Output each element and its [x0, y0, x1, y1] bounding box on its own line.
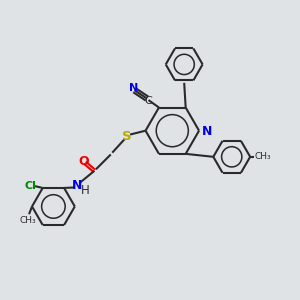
Text: N: N	[129, 83, 138, 93]
Text: CH₃: CH₃	[19, 216, 36, 225]
Text: N: N	[72, 178, 83, 192]
Text: CH₃: CH₃	[255, 152, 272, 161]
Text: O: O	[78, 155, 89, 168]
Text: N: N	[201, 125, 212, 138]
Text: H: H	[81, 184, 90, 197]
Text: S: S	[122, 130, 132, 142]
Text: C: C	[144, 96, 152, 106]
Text: Cl: Cl	[25, 181, 37, 190]
